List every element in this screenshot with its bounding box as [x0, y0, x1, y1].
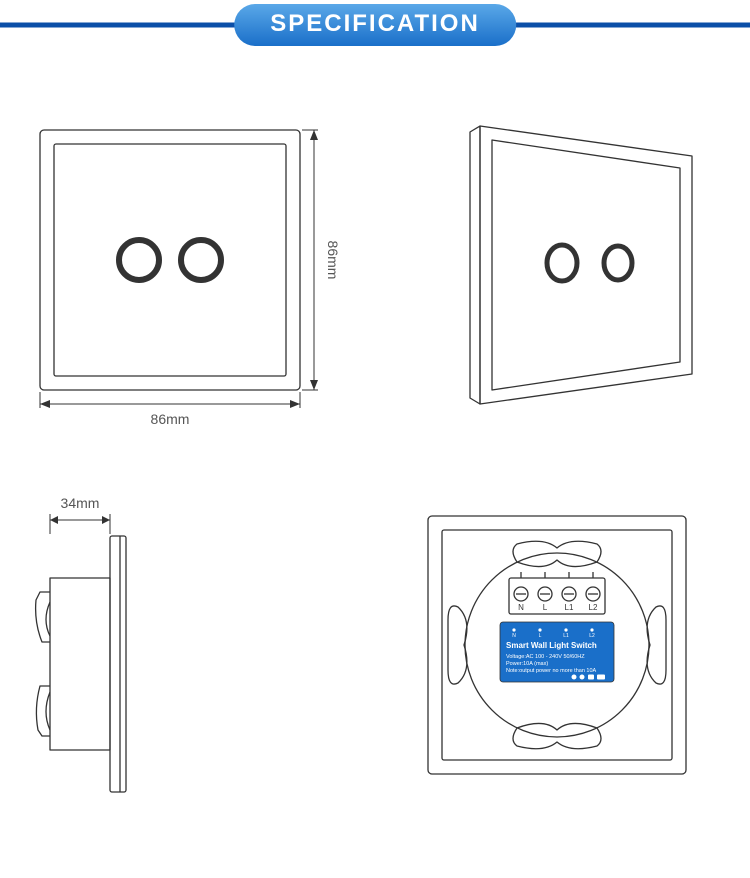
height-dimension: 86mm	[302, 130, 341, 390]
svg-text:N: N	[512, 633, 516, 639]
front-view-diagram: 86mm 86mm	[20, 110, 380, 450]
width-dimension: 86mm	[40, 392, 300, 427]
back-view-diagram: N L L1 L2 N L L1 L2 Smart Wall Light Swi…	[414, 502, 734, 832]
terminal-l1: L1	[565, 603, 574, 612]
perspective-view-diagram	[420, 110, 740, 430]
svg-text:L: L	[539, 633, 542, 639]
height-label: 86mm	[325, 241, 341, 280]
depth-label: 34mm	[61, 495, 100, 511]
svg-text:L1: L1	[563, 633, 569, 639]
terminal-l: L	[543, 603, 548, 612]
header-title: SPECIFICATION	[270, 10, 480, 37]
side-view-diagram: 34mm	[20, 492, 240, 832]
spec-line-1: Voltage:AC 100 - 240V 50/60HZ	[506, 654, 585, 660]
terminal-l2: L2	[589, 603, 598, 612]
width-label: 86mm	[151, 411, 190, 427]
product-name: Smart Wall Light Switch	[506, 641, 597, 650]
depth-dimension: 34mm	[50, 495, 110, 534]
spec-line-3: Note:output power no more than 10A	[506, 668, 597, 674]
header-bar: SPECIFICATION	[0, 22, 750, 28]
svg-text:L2: L2	[589, 633, 595, 639]
header-title-pill: SPECIFICATION	[234, 4, 516, 46]
terminal-n: N	[518, 603, 524, 612]
spec-line-2: Power:10A (max)	[506, 661, 548, 667]
